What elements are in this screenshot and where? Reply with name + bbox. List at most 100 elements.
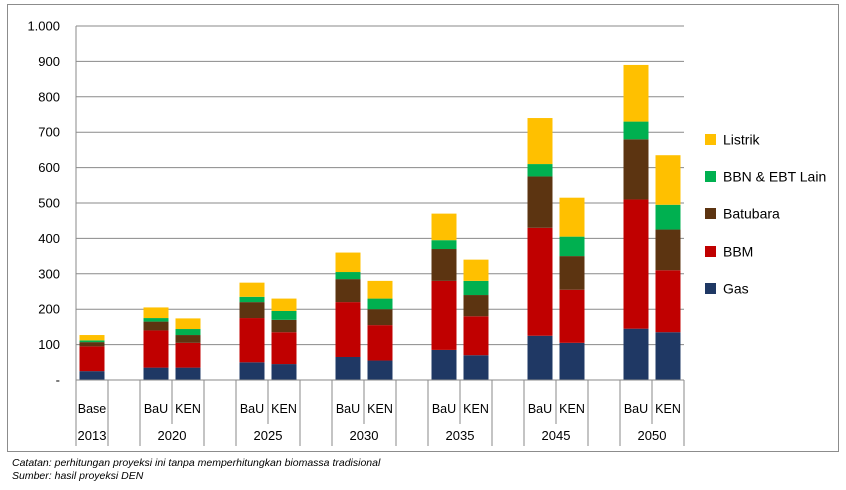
bar-segment — [367, 280, 393, 299]
bar-segment — [335, 302, 361, 357]
bar-segment — [79, 335, 105, 341]
legend-swatch — [705, 208, 716, 219]
bar-segment — [79, 346, 105, 372]
bar-segment — [655, 155, 681, 205]
x-year-label: 2045 — [542, 428, 571, 443]
y-tick-label: 300 — [38, 266, 60, 281]
bar-segment — [655, 229, 681, 271]
bar-segment — [431, 213, 457, 241]
x-category-label: KEN — [655, 402, 681, 416]
bar-segment — [143, 307, 169, 319]
footnote-sumber: Sumber: hasil proyeksi DEN — [12, 470, 144, 482]
bar-segment — [367, 360, 393, 380]
x-category-label: KEN — [463, 402, 489, 416]
bar-segment — [239, 302, 265, 319]
bar-segment — [623, 328, 649, 380]
bar-segment — [143, 321, 169, 331]
y-tick-label: 100 — [38, 337, 60, 352]
bar-segment — [655, 332, 681, 380]
x-category-label: BaU — [528, 402, 552, 416]
bar-segment — [143, 318, 169, 322]
bar-segment — [431, 240, 457, 250]
bar-segment — [527, 176, 553, 228]
bar-segment — [527, 164, 553, 177]
x-category-label: BaU — [240, 402, 264, 416]
legend-label: Batubara — [723, 206, 780, 222]
x-category-label: BaU — [432, 402, 456, 416]
x-year-label: 2050 — [638, 428, 667, 443]
y-tick-label: 200 — [38, 302, 60, 317]
bar-segment — [623, 139, 649, 200]
bar-segment — [431, 349, 457, 380]
legend-swatch — [705, 134, 716, 145]
bar-segment — [239, 296, 265, 303]
bar-segment — [271, 310, 297, 320]
bar-segment — [335, 252, 361, 273]
bar-segment — [655, 270, 681, 333]
bar-segment — [559, 256, 585, 290]
y-tick-label: 500 — [38, 196, 60, 211]
bar-segment — [559, 342, 585, 380]
bar-segment — [367, 325, 393, 361]
bar-segment — [271, 332, 297, 365]
x-category-label: KEN — [271, 402, 297, 416]
y-tick-label: 700 — [38, 125, 60, 140]
bar-segment — [367, 298, 393, 310]
y-tick-label: 400 — [38, 231, 60, 246]
bar-segment — [463, 280, 489, 296]
bar-segment — [623, 121, 649, 140]
legend-swatch — [705, 246, 716, 257]
bar-segment — [463, 355, 489, 380]
bar-segment — [431, 249, 457, 281]
bar-segment — [367, 309, 393, 326]
bar-segment — [623, 199, 649, 329]
y-tick-label: 800 — [38, 89, 60, 104]
bar-segment — [559, 289, 585, 343]
bar-segment — [79, 340, 105, 343]
x-category-label: KEN — [175, 402, 201, 416]
x-year-label: 2025 — [254, 428, 283, 443]
bar-segment — [143, 367, 169, 380]
chart-frame — [7, 4, 839, 452]
x-year-label: 2013 — [78, 428, 107, 443]
bar-segment — [559, 236, 585, 257]
bar-segment — [527, 118, 553, 165]
y-tick-label: 900 — [38, 54, 60, 69]
y-tick-label: - — [56, 373, 60, 388]
bar-segment — [559, 197, 585, 237]
x-category-label: KEN — [559, 402, 585, 416]
legend-swatch — [705, 171, 716, 182]
bar-segment — [463, 295, 489, 317]
bar-segment — [239, 282, 265, 297]
bar-segment — [239, 362, 265, 380]
footnote-catatan: Catatan: perhitungan proyeksi ini tanpa … — [12, 457, 381, 469]
x-year-label: 2030 — [350, 428, 379, 443]
bar-segment — [175, 367, 201, 380]
bar-segment — [463, 259, 489, 281]
x-category-label: KEN — [367, 402, 393, 416]
y-tick-label: 1.000 — [27, 19, 60, 34]
bar-segment — [335, 279, 361, 303]
bar-segment — [655, 204, 681, 230]
bar-segment — [271, 319, 297, 333]
legend-label: Gas — [723, 281, 749, 297]
bar-segment — [143, 330, 169, 368]
x-year-label: 2035 — [446, 428, 475, 443]
x-category-label: Base — [78, 402, 107, 416]
bar-segment — [431, 280, 457, 350]
legend-label: Listrik — [723, 132, 761, 148]
legend-swatch — [705, 283, 716, 294]
bar-segment — [527, 227, 553, 336]
bar-segment — [271, 298, 297, 311]
bar-segment — [271, 364, 297, 380]
bar-segment — [239, 318, 265, 363]
bar-segment — [175, 342, 201, 368]
bar-segment — [175, 335, 201, 343]
legend-label: BBN & EBT Lain — [723, 169, 826, 185]
x-year-label: 2020 — [158, 428, 187, 443]
legend-label: BBM — [723, 244, 753, 260]
y-tick-label: 600 — [38, 160, 60, 175]
bar-segment — [79, 371, 105, 380]
bar-segment — [463, 316, 489, 356]
